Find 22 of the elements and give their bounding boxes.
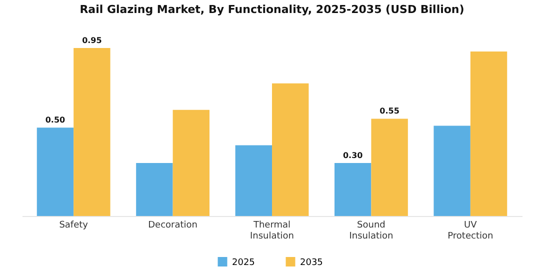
chart-title: Rail Glazing Market, By Functionality, 2025-2035 (USD Billion) [80,3,464,16]
bar [334,162,372,216]
x-tick-label: Thermal Insulation [250,220,294,242]
bar [272,83,309,216]
x-tick-label: Decoration [148,220,198,230]
x-tick-label: Safety [59,220,89,230]
bar [74,48,110,216]
data-label: 0.95 [82,36,102,45]
data-label: 0.30 [342,150,364,160]
bar [470,52,508,216]
bar [371,118,408,216]
bar [172,110,210,216]
bar [235,145,272,216]
legend-label: 2025 [232,258,255,268]
x-tick-label: Sound Insulation [349,220,394,242]
x-tick-label: UV Protection [448,220,494,242]
data-label: 0.50 [45,116,66,125]
legend-label: 2035 [300,258,323,268]
data-label: 0.55 [380,106,400,116]
bar [434,126,470,216]
bar [36,128,74,216]
bar [136,162,173,216]
